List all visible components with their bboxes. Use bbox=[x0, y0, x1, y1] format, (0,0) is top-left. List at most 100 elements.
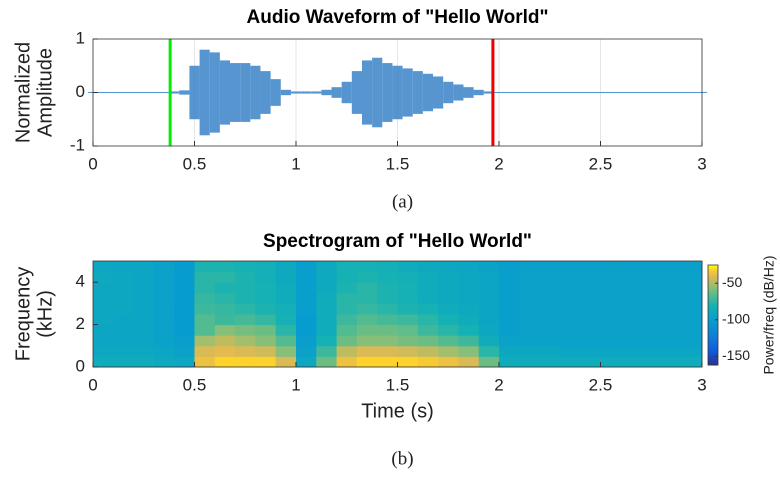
heatmap-cell bbox=[296, 282, 317, 294]
heatmap-cell bbox=[113, 345, 135, 357]
x-tick-label: 1 bbox=[291, 375, 300, 394]
heatmap-cell bbox=[113, 303, 135, 315]
waveform-envelope bbox=[412, 71, 423, 114]
x-tick-label: 1.5 bbox=[386, 375, 410, 394]
y-tick-label: 0 bbox=[76, 82, 85, 101]
heatmap-cell bbox=[499, 261, 520, 273]
colorbar-tick-label: -100 bbox=[722, 310, 750, 326]
colorbar-segment bbox=[708, 347, 718, 350]
heatmap-cell bbox=[153, 356, 175, 368]
heatmap-cell bbox=[356, 282, 378, 294]
heatmap-cell bbox=[235, 282, 256, 294]
heatmap-cell bbox=[681, 261, 703, 273]
heatmap-cell bbox=[377, 292, 398, 304]
heatmap-cell bbox=[255, 282, 277, 294]
heatmap-cell bbox=[316, 335, 338, 347]
waveform-envelope bbox=[148, 91, 159, 94]
colorbar-segment bbox=[708, 329, 718, 332]
colorbar-segment bbox=[708, 295, 718, 298]
heatmap-cell bbox=[539, 282, 561, 294]
heatmap-cell bbox=[356, 324, 378, 336]
waveform-envelope bbox=[270, 79, 281, 106]
heatmap-cell bbox=[438, 324, 459, 336]
heatmap-cell bbox=[600, 335, 622, 347]
heatmap-cell bbox=[478, 324, 500, 336]
heatmap-cell bbox=[681, 282, 703, 294]
heatmap-cell bbox=[235, 292, 256, 304]
heatmap-cell bbox=[316, 292, 338, 304]
colorbar-segment bbox=[708, 265, 718, 268]
heatmap-cell bbox=[133, 324, 155, 336]
heatmap-cell bbox=[336, 324, 358, 336]
heatmap-cell bbox=[255, 345, 277, 357]
heatmap-cell bbox=[356, 292, 378, 304]
colorbar-segment bbox=[708, 353, 718, 356]
heatmap-cell bbox=[296, 261, 317, 273]
heatmap-cell bbox=[499, 324, 520, 336]
waveform-envelope bbox=[514, 91, 525, 94]
heatmap-cell bbox=[559, 282, 581, 294]
waveform-envelope bbox=[169, 91, 180, 94]
x-tick-label: 2.5 bbox=[589, 375, 613, 394]
heatmap-cell bbox=[336, 261, 358, 273]
heatmap-cell bbox=[133, 335, 155, 347]
heatmap-cell bbox=[235, 303, 256, 315]
waveform-envelope bbox=[128, 91, 139, 94]
heatmap-cell bbox=[478, 314, 500, 326]
colorbar-segment bbox=[708, 279, 718, 282]
heatmap-cell bbox=[417, 314, 439, 326]
waveform-envelope bbox=[646, 91, 657, 94]
heatmap-cell bbox=[153, 261, 175, 273]
colorbar-segment bbox=[708, 299, 718, 302]
heatmap-cell bbox=[600, 292, 622, 304]
heatmap-cell bbox=[133, 292, 155, 304]
waveform-envelope bbox=[311, 91, 322, 94]
heatmap-cell bbox=[681, 292, 703, 304]
colorbar-segment bbox=[708, 291, 718, 294]
heatmap-cell bbox=[661, 345, 683, 357]
heatmap-cell bbox=[620, 314, 642, 326]
colorbar-segment bbox=[708, 309, 718, 312]
heatmap-cell bbox=[438, 356, 459, 368]
waveform-envelope bbox=[544, 91, 555, 94]
heatmap-cell bbox=[356, 335, 378, 347]
heatmap-cell bbox=[620, 261, 642, 273]
heatmap-cell bbox=[153, 292, 175, 304]
waveform-envelope bbox=[98, 91, 109, 94]
heatmap-cell bbox=[397, 335, 419, 347]
heatmap-cell bbox=[397, 356, 419, 368]
colorbar-segment bbox=[708, 311, 718, 314]
y-axis-label: Amplitude bbox=[34, 48, 56, 137]
heatmap-cell bbox=[174, 324, 195, 336]
caption: (b) bbox=[391, 448, 413, 469]
heatmap-cell bbox=[296, 324, 317, 336]
heatmap-cell bbox=[316, 271, 338, 283]
heatmap-cell bbox=[539, 345, 561, 357]
heatmap-cell bbox=[174, 356, 195, 368]
colorbar-segment bbox=[708, 269, 718, 272]
heatmap-cell bbox=[641, 303, 662, 315]
x-axis-label: Time (s) bbox=[361, 400, 434, 422]
waveform-envelope bbox=[382, 63, 393, 122]
heatmap-cell bbox=[194, 292, 216, 304]
waveform-envelope bbox=[625, 91, 637, 94]
heatmap-cell bbox=[519, 282, 541, 294]
heatmap-cell bbox=[417, 271, 439, 283]
heatmap-cell bbox=[377, 271, 398, 283]
heatmap-cell bbox=[93, 345, 114, 357]
heatmap-cell bbox=[478, 335, 500, 347]
heatmap-cell bbox=[397, 314, 419, 326]
heatmap-cell bbox=[620, 303, 642, 315]
heatmap-cell bbox=[93, 314, 114, 326]
heatmap-cell bbox=[377, 356, 398, 368]
heatmap-cell bbox=[458, 324, 480, 336]
heatmap-cell bbox=[214, 271, 236, 283]
heatmap-cell bbox=[417, 324, 439, 336]
colorbar-segment bbox=[708, 297, 718, 300]
heatmap-cell bbox=[275, 335, 297, 347]
heatmap-cell bbox=[174, 345, 195, 357]
heatmap-cell bbox=[113, 335, 135, 347]
heatmap-cell bbox=[153, 335, 175, 347]
y-axis-label: Normalized bbox=[12, 42, 34, 143]
heatmap-cell bbox=[641, 292, 662, 304]
